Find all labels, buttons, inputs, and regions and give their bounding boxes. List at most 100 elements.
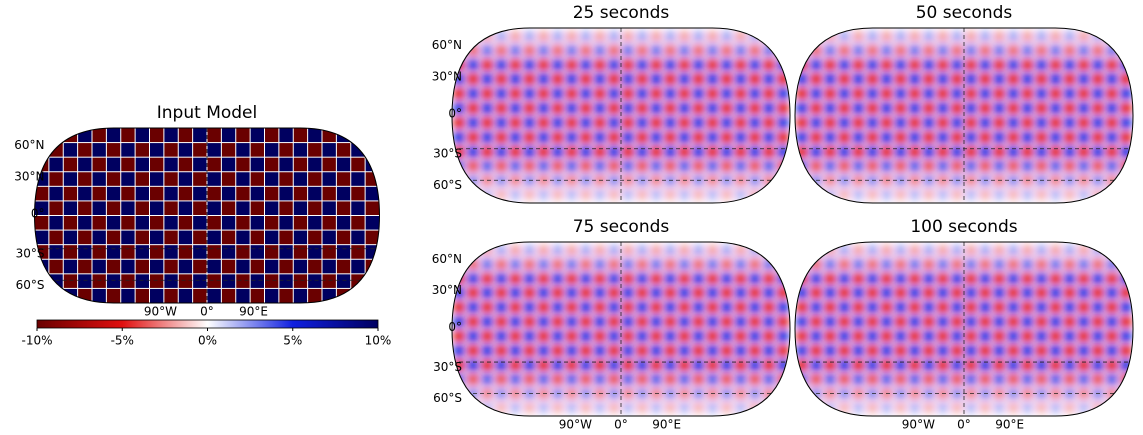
lat-label: 60°N	[432, 252, 462, 266]
cell	[467, 189, 479, 202]
cell	[106, 186, 121, 201]
cell	[92, 274, 106, 288]
cell	[777, 189, 789, 202]
lat-label: 0°	[448, 106, 462, 120]
cell	[322, 274, 336, 288]
cell	[308, 230, 322, 245]
cell	[777, 44, 789, 56]
cell	[236, 288, 250, 303]
cell	[293, 157, 308, 172]
cell	[193, 128, 207, 143]
cell	[810, 403, 822, 415]
cell	[63, 259, 78, 274]
cell	[467, 403, 479, 415]
cell	[178, 288, 193, 303]
cell	[207, 230, 221, 245]
cell	[78, 259, 92, 274]
cell	[164, 172, 178, 186]
cell	[308, 274, 322, 288]
cell	[365, 186, 379, 201]
cell	[365, 128, 379, 143]
cell	[164, 128, 178, 143]
cell	[1120, 44, 1132, 56]
map-panel: 100 seconds 90°W 0° 90°E	[794, 217, 1134, 432]
cell	[1120, 189, 1132, 202]
cell	[92, 288, 106, 303]
cell	[1120, 258, 1132, 270]
cell	[777, 258, 789, 270]
lon-label: 0°	[957, 418, 971, 432]
cell	[308, 172, 322, 186]
map-panel: Input Model 60°N 30°N 0° 30°S 60°S 90°W 0° 90°E	[14, 103, 381, 319]
cell	[121, 216, 135, 230]
cell	[78, 216, 92, 230]
cell	[777, 175, 789, 187]
cell	[293, 230, 308, 245]
cell	[49, 157, 63, 172]
lon-label: 90°W	[902, 418, 935, 432]
cell	[336, 216, 351, 230]
cell	[49, 288, 63, 303]
cell	[279, 201, 293, 215]
cell	[265, 201, 279, 215]
cell	[351, 128, 365, 143]
cell	[236, 128, 250, 143]
cell	[279, 288, 293, 303]
cell	[135, 128, 149, 143]
lat-label: 60°S	[16, 278, 45, 292]
cell	[351, 186, 365, 201]
cell	[150, 245, 164, 259]
cell	[250, 172, 264, 186]
cell	[265, 259, 279, 274]
map-field	[795, 28, 1133, 203]
cell	[250, 157, 264, 172]
cell	[150, 186, 164, 201]
cell	[221, 157, 236, 172]
cell	[336, 274, 351, 288]
cell	[265, 288, 279, 303]
cell	[135, 201, 149, 215]
cell	[121, 128, 135, 143]
cell	[106, 201, 121, 215]
panel-title: 25 seconds	[573, 3, 670, 23]
cell	[236, 143, 250, 157]
cell	[221, 259, 236, 274]
cell	[207, 288, 221, 303]
cell	[164, 201, 178, 215]
cell	[236, 186, 250, 201]
cell	[236, 216, 250, 230]
cell	[322, 216, 336, 230]
cell	[336, 259, 351, 274]
cell	[810, 29, 822, 42]
map-panel: 75 seconds 60°N 30°N 0° 30°S 60°S 90°W 0° 90°E	[432, 217, 791, 432]
cell	[49, 230, 63, 245]
cell	[322, 201, 336, 215]
cell	[250, 259, 264, 274]
cell	[236, 201, 250, 215]
cell	[279, 172, 293, 186]
cell	[78, 274, 92, 288]
cell	[150, 157, 164, 172]
cell	[92, 230, 106, 245]
cell	[293, 143, 308, 157]
cell	[279, 216, 293, 230]
cell	[308, 259, 322, 274]
cell	[351, 157, 365, 172]
cell	[322, 172, 336, 186]
cell	[322, 157, 336, 172]
cell	[178, 128, 193, 143]
panel-title: 75 seconds	[573, 217, 670, 237]
cell	[351, 245, 365, 259]
cell	[796, 44, 808, 56]
panel-title: Input Model	[157, 103, 257, 123]
cell	[92, 128, 106, 143]
map-outline	[794, 27, 1134, 204]
cell	[150, 128, 164, 143]
cell	[250, 245, 264, 259]
cell	[279, 245, 293, 259]
cell	[150, 259, 164, 274]
cell	[178, 143, 193, 157]
cell	[135, 216, 149, 230]
colorbar-tick-label: -5%	[111, 334, 134, 348]
colorbar-tick-label: 10%	[365, 334, 392, 348]
